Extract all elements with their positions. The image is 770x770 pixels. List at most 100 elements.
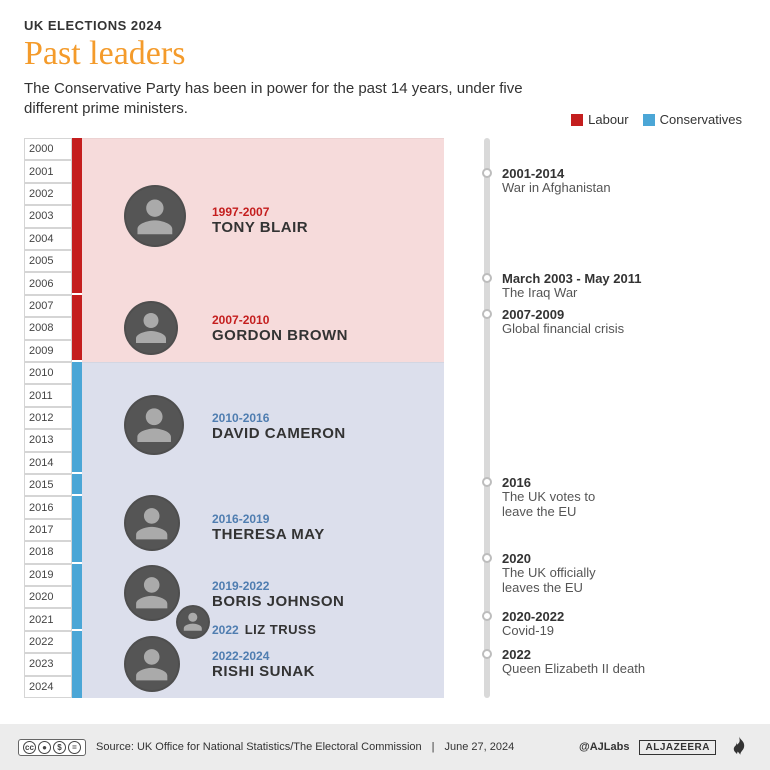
footer: cc●$= Source: UK Office for National Sta…	[0, 724, 770, 770]
event-text: 2016The UK votes to leave the EU	[502, 475, 595, 520]
leader-label: 2022LIZ TRUSS	[212, 621, 316, 639]
party-bar-segment	[72, 564, 82, 629]
event-text: 2020-2022Covid-19	[502, 609, 564, 639]
year-cell: 2006	[24, 272, 72, 294]
event-item: 2020-2022Covid-19	[484, 609, 564, 639]
event-title: 2016	[502, 475, 595, 490]
event-dot-icon	[482, 649, 492, 659]
legend-item: Labour	[571, 112, 628, 127]
year-cell: 2007	[24, 295, 72, 317]
leader-label: 2016-2019THERESA MAY	[212, 512, 325, 543]
event-dot-icon	[482, 309, 492, 319]
event-item: 2020The UK officially leaves the EU	[484, 551, 596, 596]
event-item: 2022Queen Elizabeth II death	[484, 647, 645, 677]
event-title: 2020	[502, 551, 596, 566]
event-desc: The UK votes to leave the EU	[502, 490, 595, 520]
legend: Labour Conservatives	[571, 112, 742, 127]
year-cell: 2023	[24, 653, 72, 675]
events-column: 2001-2014War in Afghanistan March 2003 - …	[484, 138, 744, 698]
event-item: 2016The UK votes to leave the EU	[484, 475, 595, 520]
event-desc: The UK officially leaves the EU	[502, 566, 596, 596]
leader-portrait	[176, 605, 210, 639]
event-text: 2001-2014War in Afghanistan	[502, 166, 611, 196]
year-cell: 2018	[24, 541, 72, 563]
year-cell: 2022	[24, 631, 72, 653]
party-bar-segment	[72, 631, 82, 698]
legend-label: Labour	[588, 112, 628, 127]
legend-label: Conservatives	[660, 112, 742, 127]
year-cell: 2008	[24, 317, 72, 339]
event-title: March 2003 - May 2011	[502, 271, 641, 286]
footer-source: Source: UK Office for National Statistic…	[96, 741, 422, 753]
leader-label: 2010-2016DAVID CAMERON	[212, 411, 346, 442]
leader-portrait	[124, 636, 180, 692]
year-axis: 2000200120022003200420052006200720082009…	[24, 138, 72, 698]
footer-date: June 27, 2024	[445, 741, 515, 753]
event-text: 2020The UK officially leaves the EU	[502, 551, 596, 596]
year-cell: 2002	[24, 183, 72, 205]
year-cell: 2000	[24, 138, 72, 160]
footer-handle: @AJLabs	[579, 741, 629, 753]
year-cell: 2005	[24, 250, 72, 272]
event-text: March 2003 - May 2011The Iraq War	[502, 271, 641, 301]
event-title: 2020-2022	[502, 609, 564, 624]
footer-sep: |	[432, 741, 435, 753]
kicker: UK ELECTIONS 2024	[24, 18, 746, 33]
legend-swatch	[571, 114, 583, 126]
legend-item: Conservatives	[643, 112, 742, 127]
year-cell: 2013	[24, 429, 72, 451]
year-cell: 2004	[24, 228, 72, 250]
page-title: Past leaders	[24, 35, 746, 73]
event-text: 2007-2009Global financial crisis	[502, 307, 624, 337]
event-text: 2022Queen Elizabeth II death	[502, 647, 645, 677]
year-cell: 2009	[24, 340, 72, 362]
event-desc: Global financial crisis	[502, 322, 624, 337]
year-cell: 2016	[24, 496, 72, 518]
party-bar-segment	[72, 138, 82, 293]
year-cell: 2015	[24, 474, 72, 496]
year-cell: 2020	[24, 586, 72, 608]
event-dot-icon	[482, 553, 492, 563]
event-dot-icon	[482, 168, 492, 178]
timeline: 2000200120022003200420052006200720082009…	[24, 138, 444, 698]
event-title: 2007-2009	[502, 307, 624, 322]
event-desc: War in Afghanistan	[502, 181, 611, 196]
leader-label: 2019-2022BORIS JOHNSON	[212, 579, 344, 610]
year-cell: 2001	[24, 160, 72, 182]
party-bar-segment	[72, 362, 82, 472]
year-cell: 2024	[24, 676, 72, 698]
leader-portrait	[124, 301, 178, 355]
leader-portrait	[124, 185, 186, 247]
event-item: 2007-2009Global financial crisis	[484, 307, 624, 337]
year-cell: 2014	[24, 452, 72, 474]
year-cell: 2003	[24, 205, 72, 227]
year-cell: 2021	[24, 608, 72, 630]
leader-portrait	[124, 395, 184, 455]
legend-swatch	[643, 114, 655, 126]
event-item: 2001-2014War in Afghanistan	[484, 166, 611, 196]
event-title: 2001-2014	[502, 166, 611, 181]
leader-label: 2022-2024RISHI SUNAK	[212, 649, 315, 680]
event-dot-icon	[482, 477, 492, 487]
event-desc: Covid-19	[502, 624, 564, 639]
subtitle: The Conservative Party has been in power…	[24, 79, 544, 120]
party-bar-segment	[72, 295, 82, 360]
cc-license-icon: cc●$=	[18, 739, 86, 756]
event-dot-icon	[482, 611, 492, 621]
party-bar-segment	[72, 474, 82, 494]
year-cell: 2019	[24, 564, 72, 586]
year-cell: 2011	[24, 384, 72, 406]
event-item: March 2003 - May 2011The Iraq War	[484, 271, 641, 301]
event-title: 2022	[502, 647, 645, 662]
leader-label: 1997-2007TONY BLAIR	[212, 205, 308, 236]
year-cell: 2017	[24, 519, 72, 541]
year-cell: 2012	[24, 407, 72, 429]
leader-portrait	[124, 495, 180, 551]
main-chart: 2000200120022003200420052006200720082009…	[24, 138, 746, 698]
aljazeera-logo-icon	[726, 734, 752, 760]
party-bar-segment	[72, 496, 82, 561]
event-dot-icon	[482, 273, 492, 283]
event-desc: Queen Elizabeth II death	[502, 662, 645, 677]
brand-box: ALJAZEERA	[639, 740, 716, 755]
year-cell: 2010	[24, 362, 72, 384]
